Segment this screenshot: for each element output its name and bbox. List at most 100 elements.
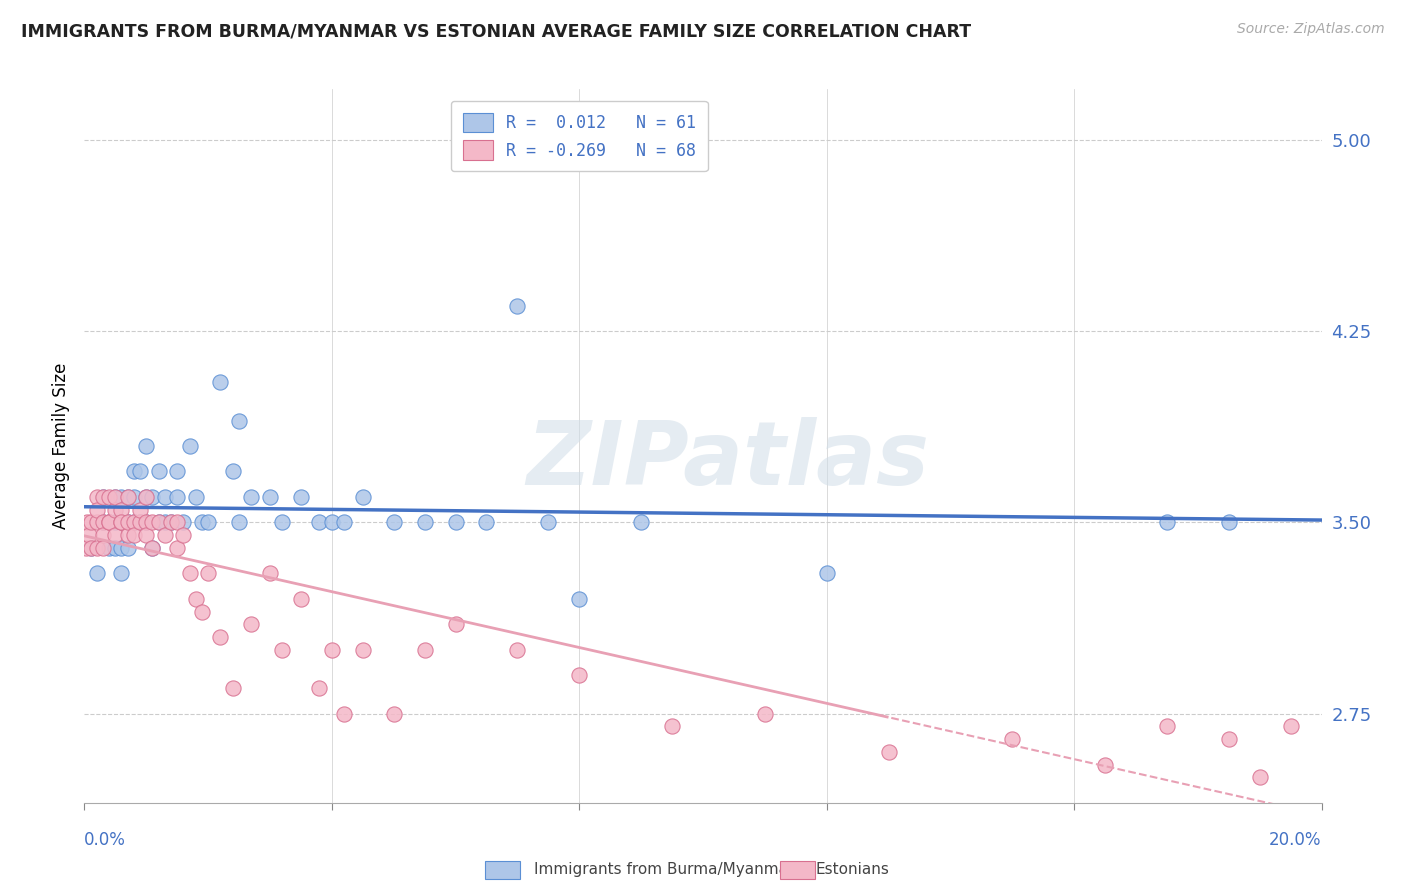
Point bbox=[79, 541, 101, 555]
Point bbox=[308, 516, 330, 530]
Text: Immigrants from Burma/Myanmar: Immigrants from Burma/Myanmar bbox=[534, 863, 794, 877]
Point bbox=[308, 681, 330, 695]
Point bbox=[179, 439, 201, 453]
Point bbox=[191, 605, 214, 619]
Point bbox=[141, 490, 163, 504]
Point bbox=[135, 439, 157, 453]
Point bbox=[75, 541, 97, 555]
Point bbox=[135, 490, 157, 504]
Point bbox=[98, 516, 121, 530]
Point bbox=[1218, 516, 1240, 530]
Point bbox=[222, 465, 245, 479]
Point bbox=[104, 528, 127, 542]
Point bbox=[91, 528, 114, 542]
Point bbox=[877, 745, 900, 759]
Point bbox=[209, 376, 232, 390]
Point bbox=[259, 566, 281, 581]
Point bbox=[382, 516, 405, 530]
Point bbox=[259, 490, 281, 504]
Point bbox=[86, 541, 108, 555]
Point bbox=[117, 490, 139, 504]
Point bbox=[86, 516, 108, 530]
Point bbox=[86, 490, 108, 504]
Point bbox=[537, 516, 560, 530]
Point bbox=[117, 528, 139, 542]
Point bbox=[290, 591, 312, 606]
Point bbox=[110, 541, 132, 555]
Point bbox=[104, 490, 127, 504]
Point bbox=[148, 516, 170, 530]
Text: Source: ZipAtlas.com: Source: ZipAtlas.com bbox=[1237, 22, 1385, 37]
Y-axis label: Average Family Size: Average Family Size bbox=[52, 363, 70, 529]
Point bbox=[166, 541, 188, 555]
Point bbox=[184, 591, 207, 606]
Point bbox=[98, 516, 121, 530]
Point bbox=[321, 643, 343, 657]
Point bbox=[79, 516, 101, 530]
Point bbox=[197, 566, 219, 581]
Point bbox=[91, 490, 114, 504]
Point bbox=[382, 706, 405, 721]
Point bbox=[172, 516, 194, 530]
Point bbox=[122, 528, 145, 542]
Point bbox=[166, 490, 188, 504]
Point bbox=[104, 490, 127, 504]
Point bbox=[179, 566, 201, 581]
Point bbox=[117, 541, 139, 555]
Point bbox=[197, 516, 219, 530]
Point bbox=[1156, 516, 1178, 530]
Point bbox=[135, 516, 157, 530]
Point bbox=[413, 643, 436, 657]
Point bbox=[1094, 757, 1116, 772]
Point bbox=[506, 643, 529, 657]
Point bbox=[117, 516, 139, 530]
Point bbox=[209, 630, 232, 644]
Point bbox=[352, 490, 374, 504]
Point bbox=[86, 566, 108, 581]
Point bbox=[91, 490, 114, 504]
Point bbox=[148, 516, 170, 530]
Point bbox=[110, 516, 132, 530]
Text: Estonians: Estonians bbox=[815, 863, 890, 877]
Point bbox=[271, 643, 294, 657]
Point bbox=[141, 516, 163, 530]
Point bbox=[110, 566, 132, 581]
Point bbox=[475, 516, 498, 530]
Point bbox=[444, 516, 467, 530]
Point bbox=[1279, 719, 1302, 733]
Point bbox=[1001, 732, 1024, 747]
Point bbox=[228, 516, 250, 530]
Point bbox=[1218, 732, 1240, 747]
Point bbox=[91, 516, 114, 530]
Point bbox=[98, 516, 121, 530]
Point bbox=[630, 516, 652, 530]
Point bbox=[160, 516, 183, 530]
Point bbox=[98, 490, 121, 504]
Point bbox=[129, 516, 152, 530]
Point bbox=[98, 541, 121, 555]
Point bbox=[86, 502, 108, 516]
Point bbox=[148, 465, 170, 479]
Point bbox=[153, 528, 176, 542]
Point bbox=[160, 516, 183, 530]
Point bbox=[110, 516, 132, 530]
Point bbox=[1249, 770, 1271, 784]
Point bbox=[141, 541, 163, 555]
Point bbox=[91, 541, 114, 555]
Point bbox=[321, 516, 343, 530]
Point bbox=[104, 502, 127, 516]
Point bbox=[91, 516, 114, 530]
Point bbox=[129, 516, 152, 530]
Point bbox=[1156, 719, 1178, 733]
Point bbox=[110, 490, 132, 504]
Point bbox=[661, 719, 683, 733]
Point bbox=[222, 681, 245, 695]
Point bbox=[141, 541, 163, 555]
Point bbox=[754, 706, 776, 721]
Legend: R =  0.012   N = 61, R = -0.269   N = 68: R = 0.012 N = 61, R = -0.269 N = 68 bbox=[451, 101, 707, 171]
Point bbox=[153, 516, 176, 530]
Point bbox=[166, 516, 188, 530]
Point bbox=[271, 516, 294, 530]
Point bbox=[122, 516, 145, 530]
Point bbox=[240, 490, 263, 504]
